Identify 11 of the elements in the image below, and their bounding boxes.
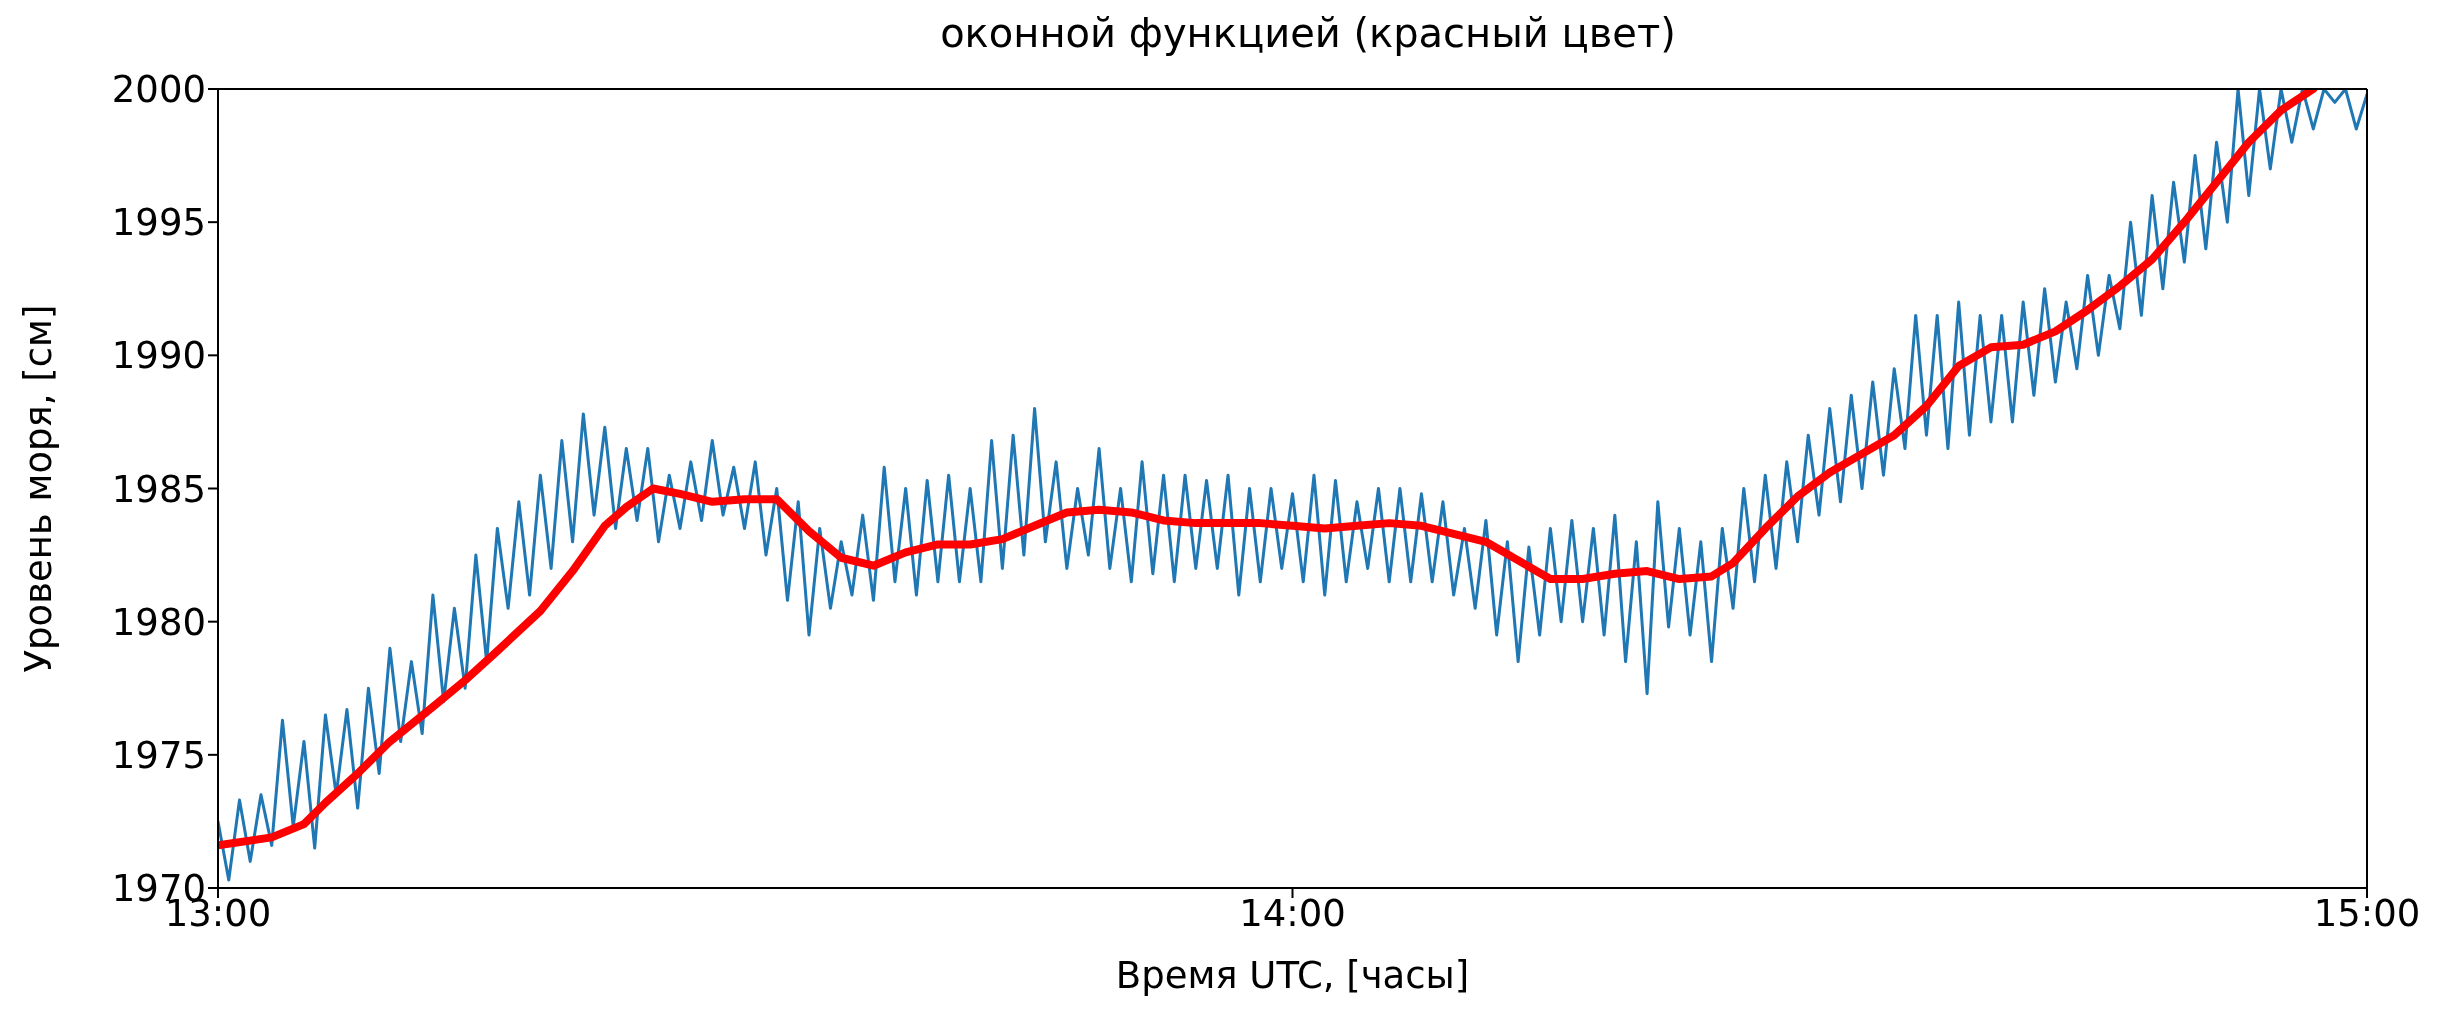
y-axis-title: Уровень моря, [см] [17,304,61,673]
y-tick-label: 2000 [111,68,206,112]
x-axis-title: Время UTC, [часы] [1115,954,1470,997]
x-tick-label: 15:00 [2313,892,2421,936]
y-tick-label: 1975 [111,733,206,777]
y-tick-label: 1985 [111,467,206,511]
y-tick-label: 1990 [111,334,206,378]
y-tick-label: 1995 [111,201,206,245]
x-tick-label: 14:00 [1239,892,1346,936]
y-tick-label: 1980 [111,600,206,644]
chart-title: оконной функцией (красный цвет) [939,9,1677,58]
